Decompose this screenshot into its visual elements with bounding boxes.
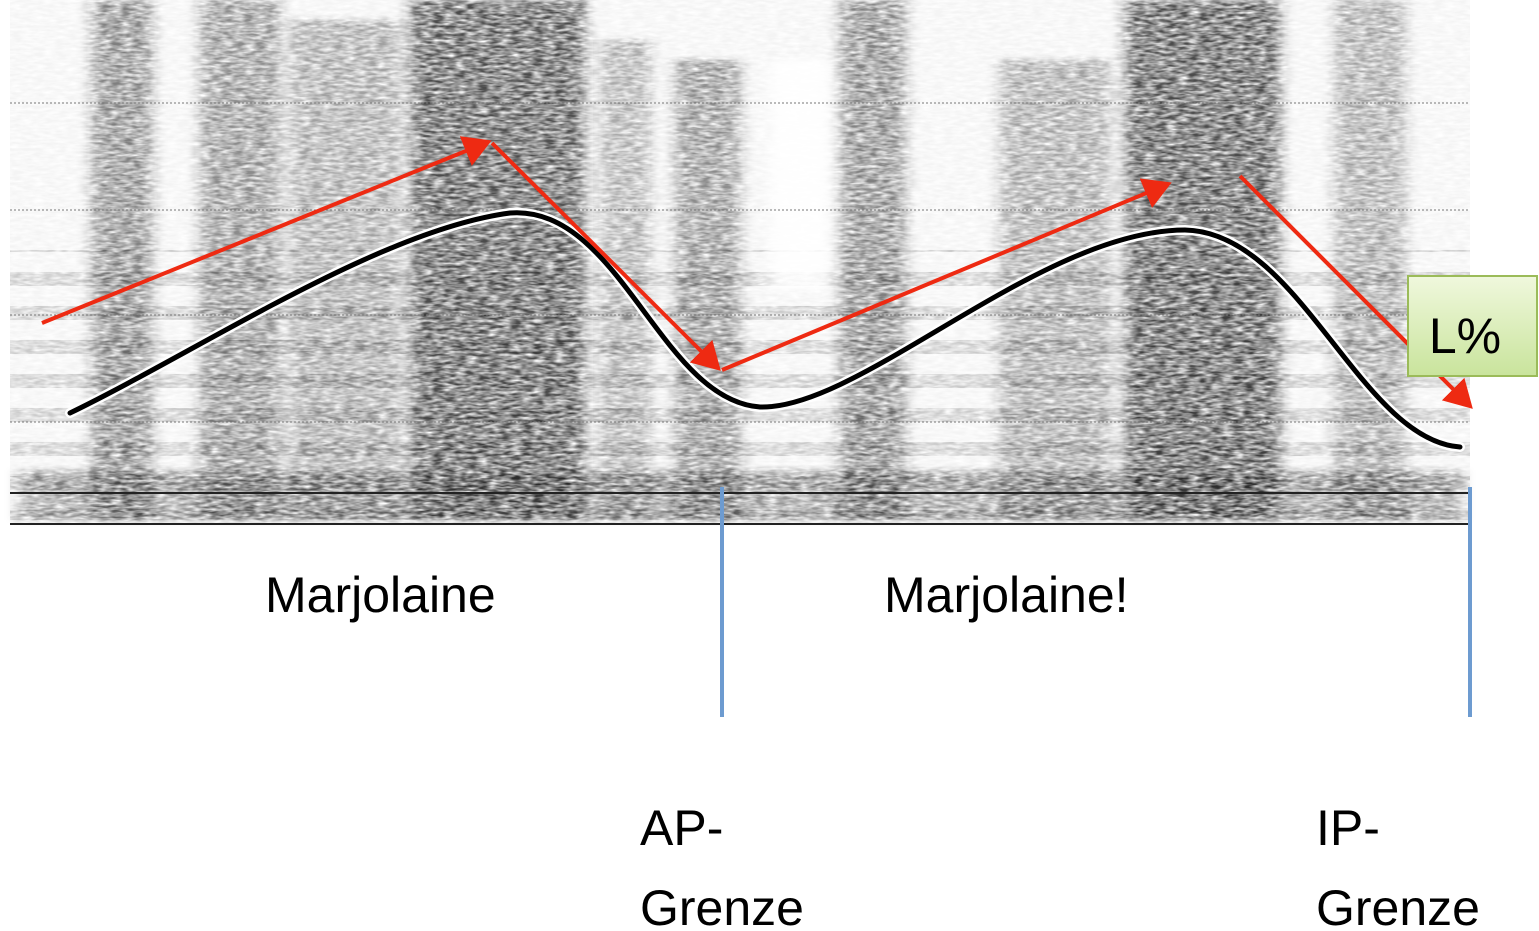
boundary-label: IP- — [1316, 800, 1380, 856]
boundary-label: AP- — [640, 800, 723, 856]
tone-box — [1407, 275, 1538, 377]
pitch-contour — [65, 207, 1465, 452]
boundary-label: Grenze — [640, 880, 804, 931]
boundary-label: Grenze — [1316, 880, 1480, 931]
word-label: Marjolaine — [265, 567, 496, 623]
word-label: Marjolaine! — [884, 567, 1129, 623]
spectrogram — [10, 0, 1470, 525]
boundary-lines — [720, 487, 1472, 717]
tone-label: L% — [1429, 308, 1501, 364]
